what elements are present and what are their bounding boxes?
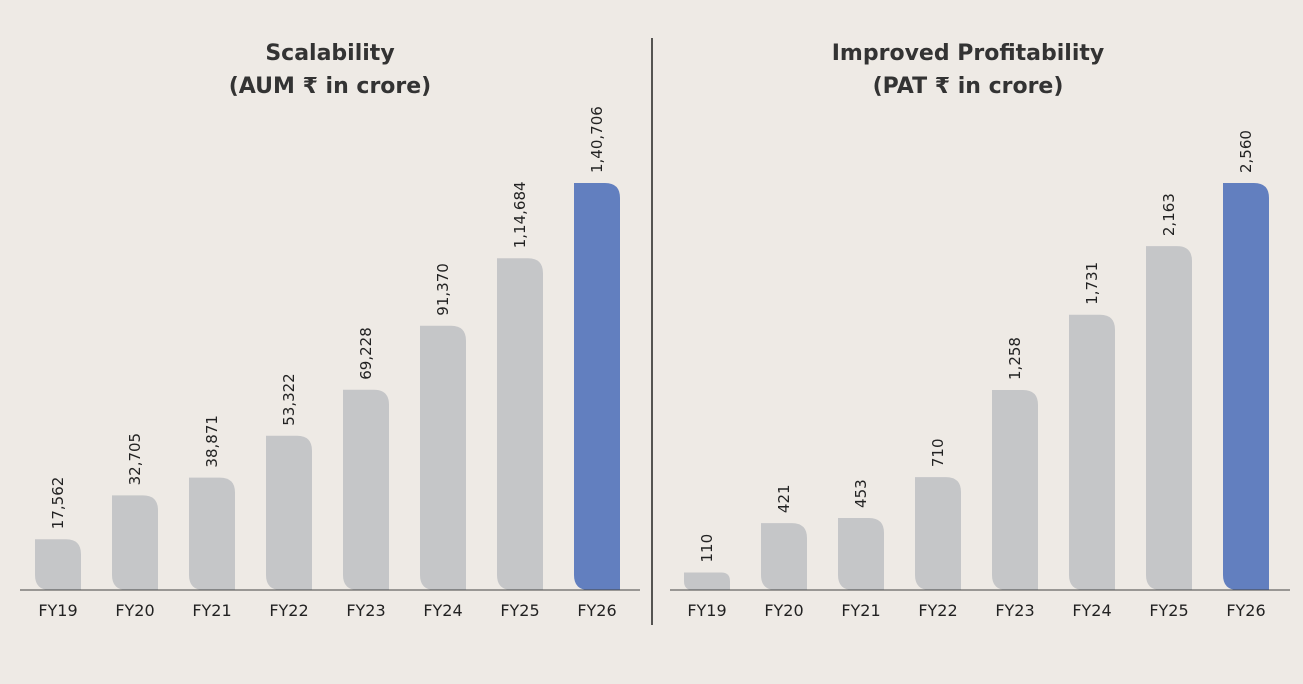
- bar: [838, 517, 884, 590]
- category-label: FY25: [500, 601, 539, 620]
- category-label: FY19: [687, 601, 726, 620]
- value-label: 1,14,684: [511, 181, 529, 248]
- chart-subtitle: (PAT ₹ in crore): [873, 74, 1064, 99]
- category-label: FY24: [423, 601, 462, 620]
- value-label: 17,562: [49, 477, 67, 530]
- value-label: 2,560: [1237, 130, 1255, 173]
- category-label: FY26: [1226, 601, 1265, 620]
- value-label: 69,228: [357, 327, 375, 380]
- category-label: FY23: [346, 601, 385, 620]
- chart-subtitle: (AUM ₹ in crore): [229, 74, 431, 99]
- value-label: 421: [775, 484, 793, 513]
- chart-title: Scalability: [265, 41, 394, 66]
- bar: [420, 325, 466, 590]
- category-label: FY20: [764, 601, 803, 620]
- value-label: 1,731: [1083, 262, 1101, 305]
- bar: [266, 435, 312, 590]
- category-label: FY21: [841, 601, 880, 620]
- category-label: FY22: [269, 601, 308, 620]
- value-label: 110: [698, 534, 716, 563]
- bar: [684, 572, 730, 590]
- category-label: FY26: [577, 601, 616, 620]
- value-label: 710: [929, 438, 947, 467]
- bar: [35, 539, 81, 590]
- category-label: FY25: [1149, 601, 1188, 620]
- category-label: FY19: [38, 601, 77, 620]
- bar: [343, 389, 389, 590]
- value-label: 1,40,706: [588, 106, 606, 173]
- value-label: 53,322: [280, 373, 298, 426]
- value-label: 38,871: [203, 415, 221, 468]
- value-label: 453: [852, 479, 870, 508]
- bar: [574, 183, 620, 590]
- category-label: FY21: [192, 601, 231, 620]
- bar: [112, 495, 158, 590]
- bar: [1223, 183, 1269, 590]
- bar: [992, 389, 1038, 590]
- chart-title: Improved Profitability: [832, 41, 1104, 66]
- bar: [761, 523, 807, 590]
- bar: [1146, 246, 1192, 590]
- bar: [915, 477, 961, 590]
- category-label: FY23: [995, 601, 1034, 620]
- bar: [189, 477, 235, 590]
- bar: [1069, 314, 1115, 590]
- value-label: 32,705: [126, 433, 144, 486]
- value-label: 91,370: [434, 263, 452, 316]
- category-label: FY22: [918, 601, 957, 620]
- category-label: FY24: [1072, 601, 1111, 620]
- value-label: 2,163: [1160, 193, 1178, 236]
- category-label: FY20: [115, 601, 154, 620]
- value-label: 1,258: [1006, 337, 1024, 380]
- bar: [497, 258, 543, 590]
